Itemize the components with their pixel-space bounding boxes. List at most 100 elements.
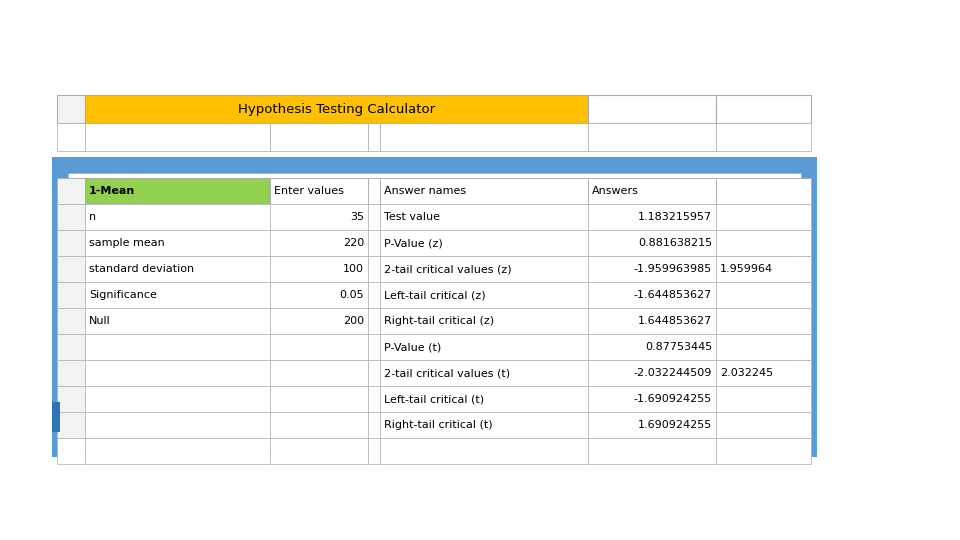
Text: Right-tail critical (t): Right-tail critical (t) — [384, 420, 492, 430]
Text: 0.87753445: 0.87753445 — [645, 342, 712, 352]
Bar — [588, 123, 716, 151]
Bar — [57, 308, 85, 334]
Bar — [57, 412, 85, 438]
Bar — [368, 386, 380, 412]
Bar — [380, 123, 588, 151]
Bar — [380, 360, 588, 386]
Bar — [85, 204, 270, 230]
Text: 1.644853627: 1.644853627 — [637, 316, 712, 326]
Bar — [716, 360, 811, 386]
Bar — [57, 123, 85, 151]
Bar — [368, 360, 380, 386]
Bar — [716, 230, 811, 256]
Bar — [716, 95, 811, 123]
Bar — [270, 360, 368, 386]
Bar — [57, 95, 85, 123]
Bar — [716, 334, 811, 360]
Bar — [380, 230, 588, 256]
Bar — [85, 308, 270, 334]
Bar — [716, 412, 811, 438]
Text: 2.032245: 2.032245 — [720, 368, 773, 378]
Bar — [85, 282, 270, 308]
Text: Right-tail critical (z): Right-tail critical (z) — [384, 316, 494, 326]
Bar — [368, 204, 380, 230]
Bar — [85, 256, 270, 282]
Bar — [368, 178, 380, 204]
Text: -1.690924255: -1.690924255 — [634, 394, 712, 404]
Text: 2-tail critical values (z): 2-tail critical values (z) — [384, 264, 512, 274]
Bar — [57, 360, 85, 386]
Text: Hypothesis Testing Calculator: Hypothesis Testing Calculator — [238, 103, 435, 116]
Text: 2-tail critical values (t): 2-tail critical values (t) — [384, 368, 510, 378]
Text: -1.959963985: -1.959963985 — [634, 264, 712, 274]
Bar — [270, 308, 368, 334]
Bar — [588, 282, 716, 308]
Text: Null: Null — [89, 316, 110, 326]
Bar — [588, 178, 716, 204]
Bar — [368, 308, 380, 334]
Bar — [368, 334, 380, 360]
Bar — [57, 256, 85, 282]
Bar — [85, 360, 270, 386]
Bar — [716, 123, 811, 151]
Bar — [368, 230, 380, 256]
Text: Answer names: Answer names — [384, 186, 467, 196]
Bar — [270, 204, 368, 230]
Bar — [716, 438, 811, 464]
Bar — [270, 334, 368, 360]
Bar — [716, 178, 811, 204]
Bar — [85, 334, 270, 360]
Bar — [270, 412, 368, 438]
Bar — [380, 386, 588, 412]
Text: n: n — [89, 212, 96, 222]
Bar — [85, 178, 270, 204]
Bar — [270, 282, 368, 308]
Bar — [52, 402, 60, 432]
Bar — [68, 173, 801, 447]
Bar — [716, 282, 811, 308]
Text: 0.05: 0.05 — [340, 290, 364, 300]
Text: 1.690924255: 1.690924255 — [637, 420, 712, 430]
Text: Left-tail critical (t): Left-tail critical (t) — [384, 394, 484, 404]
Bar — [57, 386, 85, 412]
Text: -2.032244509: -2.032244509 — [634, 368, 712, 378]
Bar — [270, 256, 368, 282]
Bar — [368, 256, 380, 282]
Bar — [57, 204, 85, 230]
Bar — [588, 360, 716, 386]
Bar — [368, 123, 380, 151]
Text: Answers: Answers — [592, 186, 638, 196]
Text: Left-tail critical (z): Left-tail critical (z) — [384, 290, 486, 300]
Bar — [85, 412, 270, 438]
Text: 0.881638215: 0.881638215 — [637, 238, 712, 248]
Bar — [716, 256, 811, 282]
Bar — [85, 230, 270, 256]
Bar — [57, 230, 85, 256]
Text: P-Value (t): P-Value (t) — [384, 342, 442, 352]
Text: 100: 100 — [343, 264, 364, 274]
Text: 35: 35 — [350, 212, 364, 222]
Bar — [270, 386, 368, 412]
Bar — [716, 308, 811, 334]
Bar — [85, 386, 270, 412]
Bar — [57, 178, 85, 204]
Bar — [716, 386, 811, 412]
Bar — [380, 256, 588, 282]
Text: Significance: Significance — [89, 290, 156, 300]
Text: sample mean: sample mean — [89, 238, 165, 248]
Bar — [380, 308, 588, 334]
Bar — [270, 438, 368, 464]
Bar — [57, 282, 85, 308]
Bar — [588, 438, 716, 464]
Text: 220: 220 — [343, 238, 364, 248]
Text: Test value: Test value — [384, 212, 440, 222]
Bar — [588, 386, 716, 412]
Bar — [368, 282, 380, 308]
Bar — [85, 95, 588, 123]
Bar — [368, 438, 380, 464]
Bar — [270, 230, 368, 256]
Bar — [57, 334, 85, 360]
Bar — [85, 123, 270, 151]
Bar — [588, 308, 716, 334]
Bar — [588, 230, 716, 256]
